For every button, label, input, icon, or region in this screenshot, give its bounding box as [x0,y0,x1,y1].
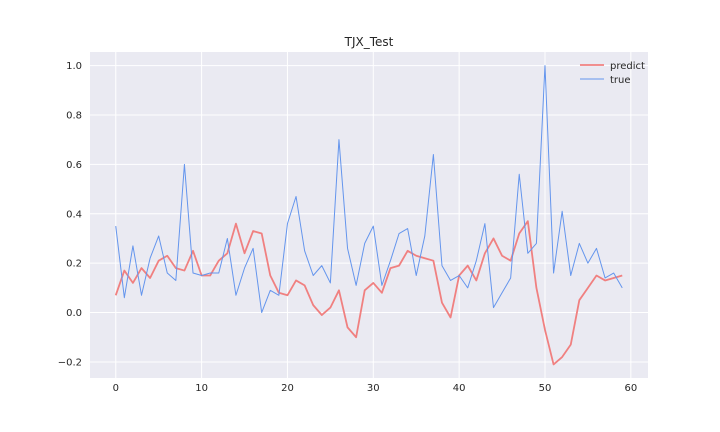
y-tick-label: 0.2 [66,259,82,270]
series-line-predict [114,220,623,366]
x-tick-label: 20 [281,383,294,394]
y-tick-label: −0.2 [58,357,82,368]
y-tick-label: 0.0 [66,308,82,319]
y-tick-label: 0.8 [66,110,82,121]
x-tick-label: 40 [453,383,466,394]
x-tick-label: 30 [367,383,380,394]
x-tick-label: 50 [539,383,552,394]
x-tick-label: 10 [195,383,208,394]
legend-label-predict: predict [610,61,645,72]
legend-label-true: true [610,75,631,86]
plot-area [90,52,648,378]
chart-title: TJX_Test [344,35,394,49]
tick-labels: 0 10 20 30 40 50 60 −0.2 0.0 0.2 0.4 0.6 0.8 1.0 [58,61,637,394]
x-tick-label: 0 [113,383,119,394]
x-tick-label: 60 [624,383,637,394]
y-tick-label: 0.4 [66,209,82,220]
series-line-true [115,65,623,314]
y-tick-label: 1.0 [66,61,82,72]
series-layer [114,65,623,366]
y-tick-label: 0.6 [66,160,82,171]
legend: predict true [580,61,645,86]
